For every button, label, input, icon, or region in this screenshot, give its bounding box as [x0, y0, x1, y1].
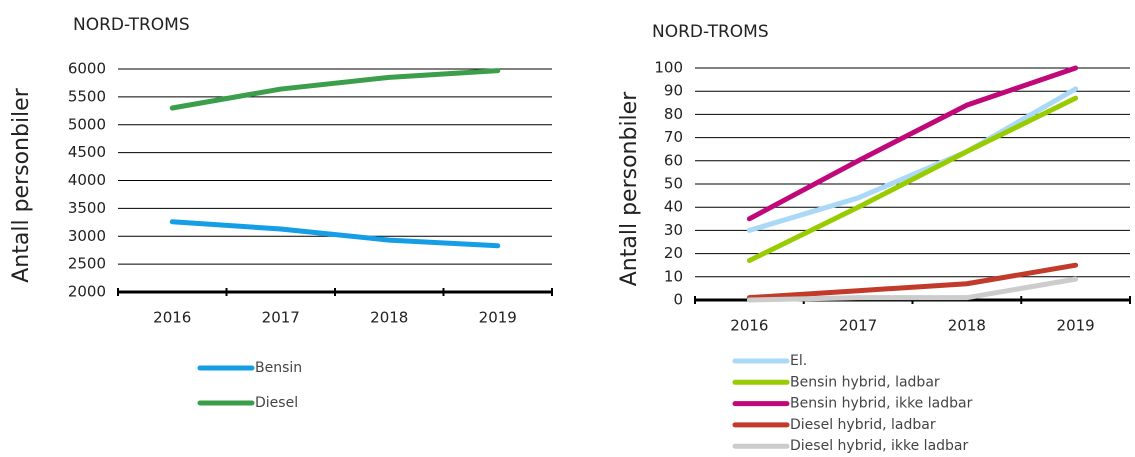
series-line — [746, 65, 1079, 222]
y-axis-label: Antall personbiler — [9, 87, 34, 282]
y-tick-label: 40 — [664, 198, 683, 216]
y-tick-label: 2500 — [68, 255, 106, 273]
y-tick-label: 20 — [664, 244, 683, 262]
y-tick-label: 0 — [673, 291, 683, 309]
y-tick-label: 10 — [664, 267, 683, 285]
legend-label: Bensin hybrid, ladbar — [790, 374, 940, 390]
x-tick-label: 2017 — [839, 317, 877, 335]
legend-label: Diesel — [255, 395, 298, 411]
chart-title: NORD-TROMS — [73, 15, 190, 35]
y-tick-label: 80 — [664, 105, 683, 123]
y-tick-label: 3500 — [68, 199, 106, 217]
legend-label: Bensin hybrid, ikke ladbar — [790, 396, 973, 412]
legend-label: Diesel hybrid, ikke ladbar — [790, 438, 968, 454]
y-tick-label: 60 — [664, 151, 683, 169]
y-tick-label: 70 — [664, 128, 683, 146]
series-line — [746, 276, 1079, 303]
legend-label: Diesel hybrid, ladbar — [790, 417, 936, 433]
series-line — [746, 95, 1079, 264]
y-tick-label: 4500 — [68, 143, 106, 161]
y-tick-label: 100 — [654, 59, 683, 77]
y-tick-label: 5000 — [68, 115, 106, 133]
x-tick-label: 2018 — [948, 317, 986, 335]
x-tick-label: 2016 — [153, 309, 191, 327]
y-tick-label: 50 — [664, 175, 683, 193]
series-line — [746, 86, 1079, 233]
y-tick-label: 3000 — [68, 227, 106, 245]
x-tick-label: 2016 — [730, 317, 768, 335]
series-line — [169, 219, 501, 249]
y-tick-label: 2000 — [68, 283, 106, 301]
legend-label: Bensin — [255, 360, 302, 376]
x-tick-label: 2017 — [262, 309, 300, 327]
x-tick-label: 2019 — [1057, 317, 1095, 335]
y-tick-label: 6000 — [68, 60, 106, 78]
legend-label: El. — [790, 353, 807, 369]
chart-title: NORD-TROMS — [652, 22, 769, 42]
series-line — [169, 68, 501, 111]
y-tick-label: 90 — [664, 82, 683, 100]
x-tick-label: 2019 — [479, 309, 517, 327]
x-tick-label: 2018 — [370, 309, 408, 327]
y-tick-label: 5500 — [68, 87, 106, 105]
y-axis-label: Antall personbiler — [617, 91, 642, 286]
y-tick-label: 4000 — [68, 171, 106, 189]
series-line — [746, 262, 1079, 301]
y-tick-label: 30 — [664, 221, 683, 239]
